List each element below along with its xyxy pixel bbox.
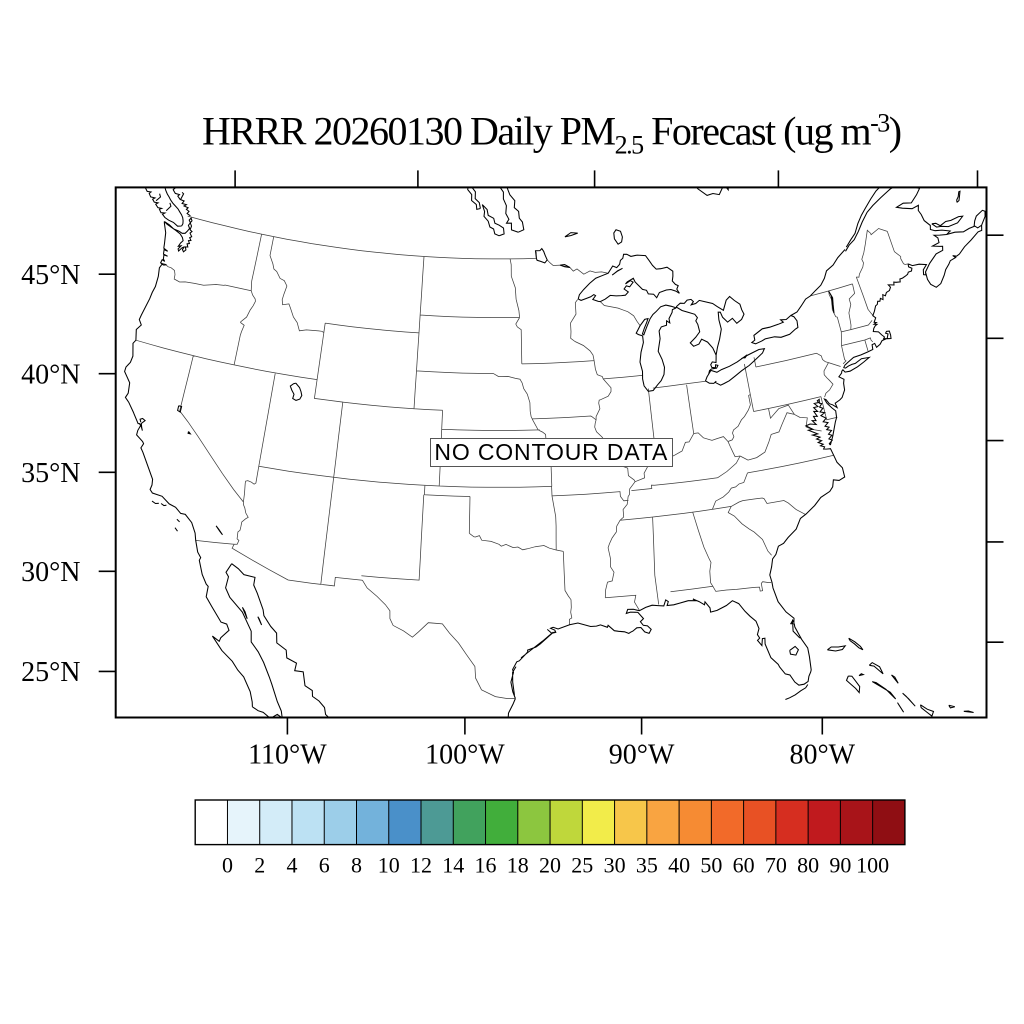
svg-text:40: 40 — [668, 852, 690, 877]
svg-text:0: 0 — [222, 852, 233, 877]
svg-text:25°N: 25°N — [21, 657, 80, 688]
svg-text:35: 35 — [636, 852, 658, 877]
svg-text:60: 60 — [733, 852, 755, 877]
svg-text:45°N: 45°N — [21, 260, 80, 291]
svg-text:80: 80 — [797, 852, 819, 877]
svg-text:110°W: 110°W — [248, 739, 327, 770]
svg-text:35°N: 35°N — [21, 458, 80, 489]
svg-text:2: 2 — [254, 852, 265, 877]
svg-text:16: 16 — [475, 852, 497, 877]
svg-text:40°N: 40°N — [21, 359, 80, 390]
svg-text:20: 20 — [539, 852, 561, 877]
svg-text:18: 18 — [507, 852, 529, 877]
svg-text:70: 70 — [765, 852, 787, 877]
svg-text:90°W: 90°W — [609, 739, 675, 770]
svg-text:90: 90 — [829, 852, 851, 877]
svg-text:6: 6 — [319, 852, 330, 877]
svg-text:50: 50 — [700, 852, 722, 877]
svg-text:30°N: 30°N — [21, 557, 80, 588]
svg-text:10: 10 — [378, 852, 400, 877]
svg-text:12: 12 — [410, 852, 432, 877]
svg-text:8: 8 — [351, 852, 362, 877]
svg-text:30: 30 — [604, 852, 626, 877]
svg-text:HRRR 20260130 Daily PM2.5 Fore: HRRR 20260130 Daily PM2.5 Forecast (ug m… — [202, 109, 901, 160]
svg-text:100: 100 — [856, 852, 889, 877]
svg-text:80°W: 80°W — [789, 739, 855, 770]
svg-text:14: 14 — [442, 852, 464, 877]
svg-text:25: 25 — [571, 852, 593, 877]
svg-text:4: 4 — [286, 852, 297, 877]
svg-text:100°W: 100°W — [425, 739, 505, 770]
